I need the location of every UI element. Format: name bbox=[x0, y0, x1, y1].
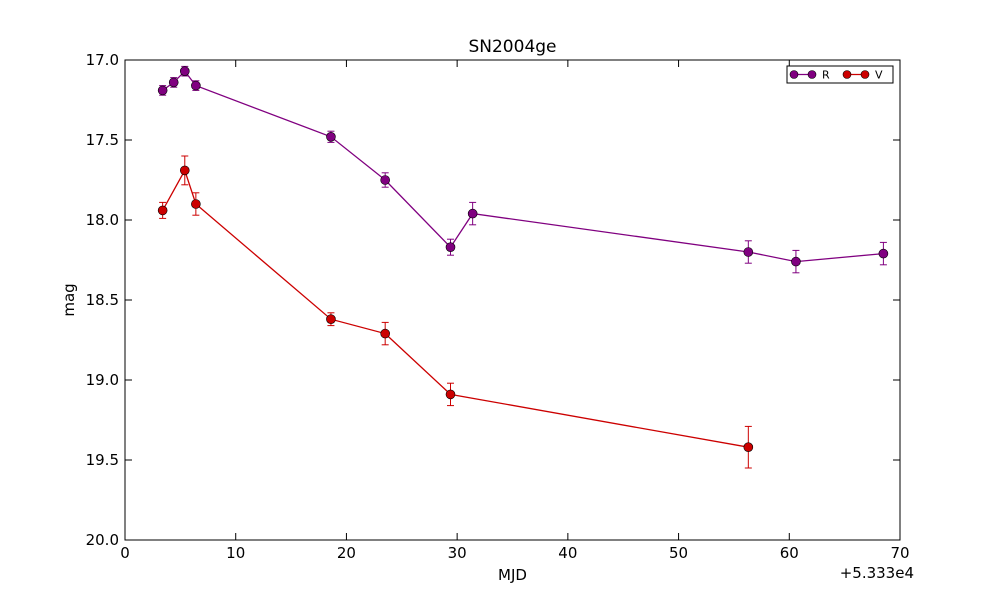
x-offset-label: +5.333e4 bbox=[840, 564, 914, 582]
data-point-v bbox=[326, 314, 336, 325]
x-tick-label: 50 bbox=[669, 544, 688, 562]
legend-label-v: V bbox=[875, 69, 883, 82]
plot-frame bbox=[124, 59, 901, 541]
data-point-r bbox=[157, 85, 168, 96]
legend-marker-r bbox=[789, 70, 799, 79]
y-tick-label: 17.0 bbox=[86, 51, 119, 69]
data-point-v bbox=[380, 328, 390, 339]
x-tick-label: 0 bbox=[120, 544, 130, 562]
legend-marker-v bbox=[842, 70, 852, 79]
data-point-r bbox=[467, 208, 478, 219]
data-point-r bbox=[878, 248, 889, 259]
axis-ticks: 0 10 20 30 40 50 60 70 17.0 17.5 18.0 18.5 19.0 19.5 2… bbox=[86, 51, 910, 562]
x-tick-label: 70 bbox=[890, 544, 909, 562]
chart-marks bbox=[157, 65, 889, 469]
x-axis-label: MJD bbox=[498, 566, 527, 584]
data-point-r bbox=[380, 175, 390, 185]
y-tick-label: 17.5 bbox=[86, 131, 119, 149]
y-tick-label: 18.5 bbox=[86, 291, 119, 309]
data-point-v bbox=[445, 389, 456, 400]
x-tick-label: 20 bbox=[337, 544, 356, 562]
series-line-v bbox=[162, 168, 749, 448]
x-tick-label: 10 bbox=[226, 544, 245, 562]
y-tick-label: 18.0 bbox=[86, 211, 119, 229]
y-tick-label: 20.0 bbox=[86, 531, 119, 549]
chart-title: SN2004ge bbox=[468, 37, 556, 57]
data-point-r bbox=[445, 242, 456, 252]
x-tick-label: 40 bbox=[558, 544, 577, 562]
data-point-r bbox=[791, 256, 801, 267]
data-point-v bbox=[191, 199, 201, 209]
data-point-r bbox=[743, 247, 754, 257]
data-point-v bbox=[157, 205, 168, 216]
legend-marker-r bbox=[807, 70, 817, 79]
data-point-r bbox=[168, 77, 179, 88]
data-point-r bbox=[326, 132, 336, 142]
legend-box bbox=[786, 65, 894, 84]
legend-label-r: R bbox=[822, 69, 830, 82]
data-point-r bbox=[191, 80, 201, 91]
data-point-v bbox=[179, 165, 190, 176]
x-tick-label: 30 bbox=[448, 544, 467, 562]
y-tick-label: 19.0 bbox=[86, 371, 119, 389]
y-tick-label: 19.5 bbox=[86, 451, 119, 469]
legend-marker-v bbox=[860, 70, 870, 79]
data-point-v bbox=[743, 442, 754, 453]
y-axis-label: mag bbox=[60, 283, 78, 316]
series-line-r bbox=[162, 70, 884, 263]
data-point-r bbox=[179, 66, 190, 76]
x-tick-label: 60 bbox=[780, 544, 799, 562]
